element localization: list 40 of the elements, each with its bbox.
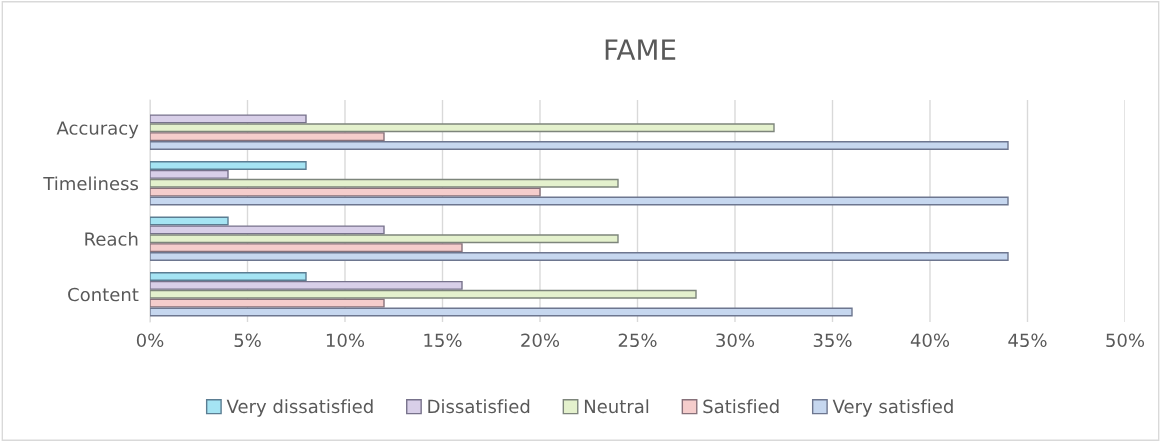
x-tick-label: 15% bbox=[424, 333, 462, 348]
legend-label: Satisfied bbox=[703, 399, 779, 414]
x-tick-label: 5% bbox=[234, 333, 261, 348]
x-tick-label: 10% bbox=[326, 333, 365, 348]
legend-label: Very satisfied bbox=[832, 399, 953, 417]
bar bbox=[150, 243, 463, 253]
chart-title: FAME bbox=[605, 39, 676, 60]
bar bbox=[150, 132, 385, 142]
bar bbox=[150, 225, 385, 235]
x-tick-label: 45% bbox=[1008, 333, 1047, 348]
bar bbox=[150, 252, 1009, 261]
bar bbox=[150, 114, 307, 124]
legend-label: Neutral bbox=[584, 399, 649, 414]
bar bbox=[150, 141, 1009, 150]
bar bbox=[150, 169, 229, 179]
bar bbox=[150, 216, 229, 226]
bar bbox=[150, 196, 1009, 206]
y-tick-label: Content bbox=[68, 287, 139, 302]
x-tick-label: 0% bbox=[136, 333, 164, 348]
x-tick-label: 35% bbox=[813, 333, 852, 348]
legend-label: Dissatisfied bbox=[428, 399, 530, 414]
y-tick-label: Accuracy bbox=[56, 121, 139, 139]
bar bbox=[150, 178, 619, 188]
x-tick-label: 30% bbox=[716, 333, 755, 348]
bar bbox=[150, 234, 619, 244]
x-tick-label: 50% bbox=[1106, 333, 1145, 348]
y-tick-label: Reach bbox=[85, 231, 138, 246]
bar bbox=[150, 187, 541, 197]
bar bbox=[150, 161, 307, 170]
bar bbox=[150, 123, 775, 133]
bar bbox=[150, 298, 385, 308]
legend-label: Very dissatisfied bbox=[226, 399, 373, 417]
y-tick-label: Timeliness bbox=[43, 176, 139, 191]
x-tick-label: 20% bbox=[521, 333, 560, 348]
bar bbox=[150, 280, 463, 290]
x-tick-label: 40% bbox=[910, 333, 950, 348]
bar bbox=[150, 307, 853, 317]
bar bbox=[150, 272, 307, 281]
bar bbox=[150, 289, 697, 299]
x-tick-label: 25% bbox=[618, 333, 657, 348]
